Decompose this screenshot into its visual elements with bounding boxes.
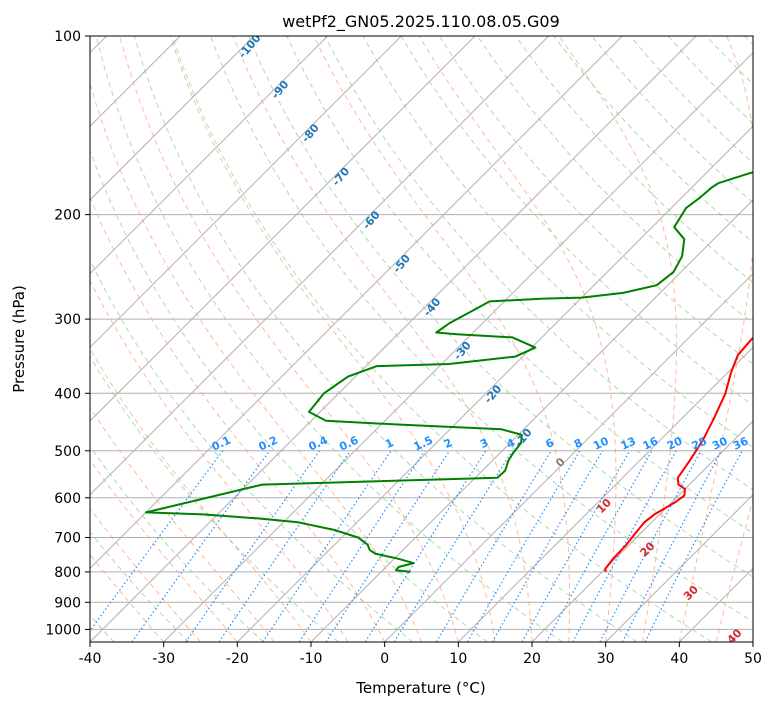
x-tick-label: -30 bbox=[152, 651, 175, 667]
mixing-ratio-line bbox=[185, 450, 321, 642]
x-tick-label: -10 bbox=[300, 651, 323, 667]
moist-adiabat-line bbox=[90, 406, 275, 642]
dry-adiabat-line bbox=[248, 36, 753, 578]
background-lines bbox=[90, 36, 753, 642]
dry-adiabat-line bbox=[286, 36, 753, 534]
chart-title: wetPf2_GN05.2025.110.08.05.G09 bbox=[282, 12, 560, 32]
y-tick-label: 300 bbox=[54, 312, 81, 328]
isotherm-line bbox=[90, 36, 623, 570]
dry-adiabat-line bbox=[438, 36, 753, 365]
mixing-ratio-label: 16 bbox=[641, 434, 661, 452]
mixing-ratio-label: 36 bbox=[731, 434, 751, 452]
dry-adiabat-line bbox=[133, 36, 638, 642]
dry-adiabat-line bbox=[324, 36, 753, 491]
y-axis: 100 200 300 400 500 600 700 800 900 1000 bbox=[45, 29, 90, 638]
moist-adiabat-line bbox=[90, 507, 201, 642]
mixing-ratio-line bbox=[364, 450, 487, 642]
moist-adiabat-line bbox=[90, 347, 312, 642]
isotherm-line bbox=[90, 36, 402, 349]
mixing-ratio-line bbox=[435, 450, 552, 642]
isotherm-line bbox=[90, 36, 255, 201]
x-tick-label: 0 bbox=[380, 651, 389, 667]
mixing-ratio-line bbox=[545, 450, 653, 642]
y-tick-label: 700 bbox=[54, 531, 81, 547]
mixing-ratio-label: 10 bbox=[591, 434, 611, 452]
plot-frame bbox=[89, 35, 754, 643]
temperature-line bbox=[604, 336, 753, 573]
y-tick-label: 1000 bbox=[45, 622, 81, 638]
x-tick-label: -20 bbox=[226, 651, 249, 667]
mixing-ratio-label: 13 bbox=[619, 434, 638, 452]
mixing-ratio-line bbox=[325, 450, 451, 642]
dry-adiabat-line bbox=[210, 36, 753, 623]
isotherm-line bbox=[384, 272, 753, 642]
moist-adiabat-line bbox=[119, 36, 459, 642]
moist-adiabat-line bbox=[90, 196, 386, 642]
isotherm-line bbox=[457, 346, 753, 642]
mixing-ratio-line bbox=[466, 450, 581, 642]
isotherm-line bbox=[90, 36, 697, 642]
moist-adiabat-line bbox=[90, 553, 165, 642]
dry-adiabat-line bbox=[400, 36, 753, 407]
isotherm-line bbox=[605, 493, 753, 642]
x-tick-label: 50 bbox=[744, 651, 762, 667]
y-tick-label: 900 bbox=[54, 595, 81, 611]
x-tick-label: 30 bbox=[597, 651, 615, 667]
moist-adiabat-line bbox=[90, 459, 238, 642]
moist-adiabat-line bbox=[418, 36, 617, 642]
series-group bbox=[144, 171, 753, 573]
mixing-ratio-line bbox=[521, 450, 631, 642]
moist-adiabat-line bbox=[169, 36, 496, 642]
mixing-ratio-line bbox=[393, 450, 513, 642]
y-axis-label: Pressure (hPa) bbox=[10, 285, 28, 393]
moist-adiabat-line bbox=[313, 36, 570, 642]
y-tick-label: 600 bbox=[54, 491, 81, 507]
mixing-ratio-label: 30 bbox=[710, 434, 730, 452]
y-tick-label: 400 bbox=[54, 386, 81, 402]
isotherm-line bbox=[90, 36, 476, 422]
x-tick-label: 10 bbox=[449, 651, 467, 667]
dry-adiabat-line bbox=[90, 259, 414, 642]
x-tick-label: 20 bbox=[523, 651, 541, 667]
isotherm-line bbox=[90, 36, 550, 496]
dry-adiabat-line bbox=[362, 36, 753, 449]
mixing-ratio-label: 25 bbox=[690, 435, 709, 453]
mixing-ratio-line bbox=[491, 450, 604, 642]
dry-adiabat-line bbox=[95, 36, 563, 642]
dry-adiabat-line bbox=[90, 531, 190, 642]
isotherm-line bbox=[236, 125, 753, 642]
y-tick-label: 200 bbox=[54, 208, 81, 224]
y-tick-label: 100 bbox=[54, 29, 81, 45]
mixing-ratio-line bbox=[131, 450, 271, 642]
x-tick-label: -40 bbox=[79, 651, 102, 667]
isotherm-line bbox=[531, 420, 753, 642]
isotherm-line bbox=[90, 36, 329, 275]
moist-adiabat-line bbox=[558, 36, 678, 642]
moist-adiabat-line bbox=[90, 81, 422, 642]
dewpoint-line bbox=[144, 171, 753, 573]
y-tick-label: 500 bbox=[54, 444, 81, 460]
x-tick-label: 40 bbox=[670, 651, 688, 667]
x-axis-label: Temperature (°C) bbox=[355, 679, 485, 697]
mixing-ratio-label: 20 bbox=[665, 434, 685, 452]
y-tick-label: 800 bbox=[54, 565, 81, 581]
isotherm-line bbox=[163, 51, 753, 642]
x-axis: -40 -30 -20 -10 0 10 20 30 40 50 bbox=[79, 642, 762, 667]
